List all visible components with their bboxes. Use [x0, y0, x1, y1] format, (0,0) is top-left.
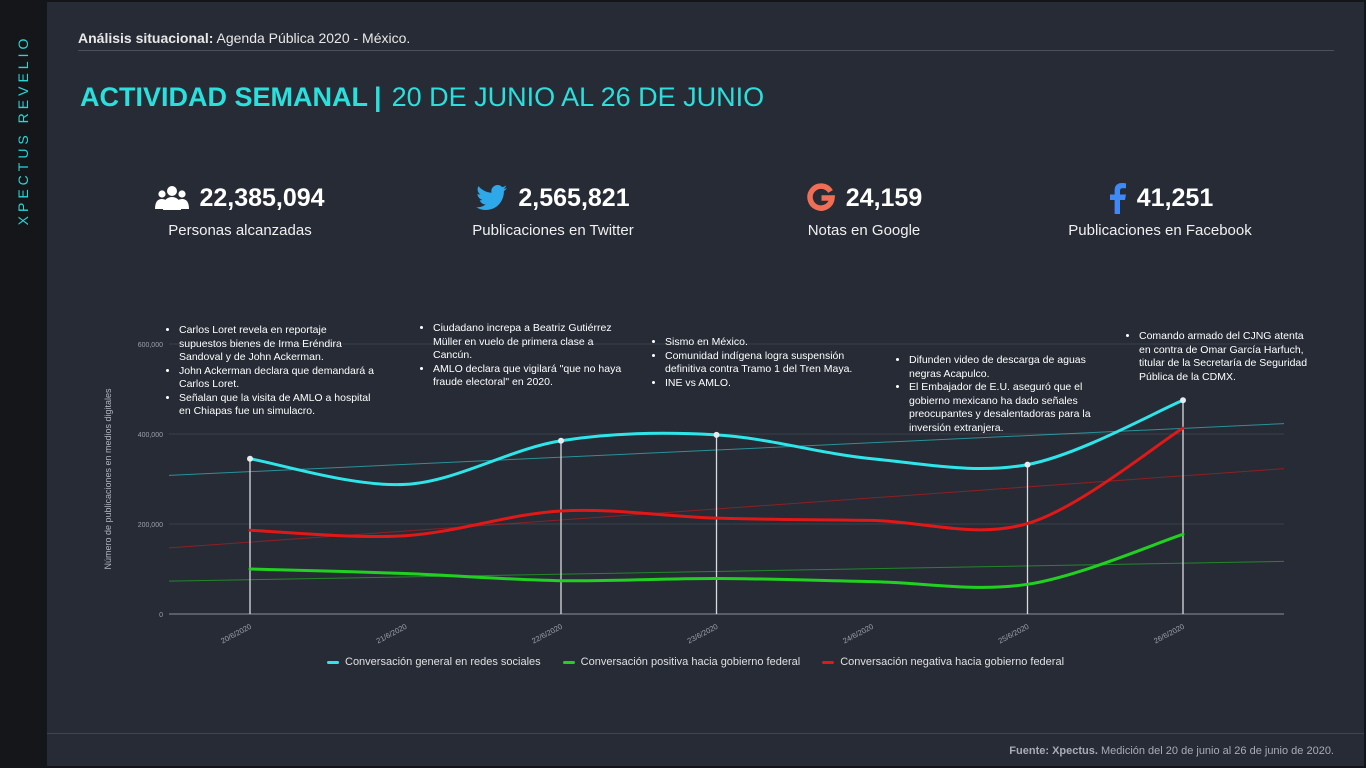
- legend-item: Conversación negativa hacia gobierno fed…: [822, 656, 1064, 668]
- legend-swatch: [562, 660, 575, 664]
- kpi-value: 2,565,821: [518, 183, 630, 212]
- kpi-value: 22,385,094: [199, 183, 325, 212]
- kpi-value: 41,251: [1136, 183, 1214, 212]
- brand-label: XPECTUS REVELIO: [15, 34, 31, 226]
- footer-divider: [47, 733, 1364, 734]
- y-axis-label: Número de publicaciones en medios digita…: [103, 388, 113, 570]
- footer-rest: Medición del 20 de junio al 26 de junio …: [1097, 745, 1334, 757]
- series-line-positive: [248, 532, 1185, 589]
- annotation-4: Difunden video de descarga de aguas negr…: [897, 354, 1109, 435]
- annotation-item: Comunidad indígena logra suspensión defi…: [665, 350, 878, 377]
- data-point: [558, 437, 564, 444]
- data-point: [247, 455, 253, 462]
- kpi-google: 24,159 Notas en Google: [734, 178, 994, 239]
- annotation-3: Sismo en México. Comunidad indígena logr…: [653, 336, 878, 390]
- data-point: [713, 431, 720, 438]
- x-tick-label: 20/6/2020: [219, 622, 253, 646]
- annotation-item: AMLO declara que vigilará "que no haya f…: [433, 363, 631, 390]
- data-point: [1180, 397, 1186, 404]
- annotation-item: Sismo en México.: [665, 336, 878, 350]
- kpi-reach: 22,385,094 Personas alcanzadas: [110, 178, 370, 239]
- annotation-2: Ciudadano increpa a Beatriz Gutiérrez Mü…: [421, 322, 631, 390]
- y-tick-label: 600,000: [138, 342, 163, 349]
- annotation-item: INE vs AMLO.: [665, 377, 878, 391]
- trendline: [168, 423, 1285, 476]
- kpi-label: Publicaciones en Facebook: [1068, 222, 1252, 239]
- line-chart: 0 200,000 400,000 600,000 Número de publicac…: [103, 342, 1285, 646]
- kpi-value: 24,159: [845, 183, 923, 212]
- annotation-item: Señalan que la visita de AMLO a hospital…: [179, 392, 377, 419]
- annotation-5: Comando armado del CJNG atenta en contra…: [1127, 330, 1309, 384]
- legend-item: Conversación general en redes sociales: [327, 656, 541, 668]
- y-tick-label: 0: [159, 612, 163, 619]
- subtitle-bold: Análisis situacional:: [78, 30, 214, 46]
- footer-source: Fuente: Xpectus. Medición del 20 de juni…: [1009, 745, 1334, 757]
- google-icon: [807, 183, 835, 211]
- annotation-item: Carlos Loret revela en reportaje supuest…: [179, 324, 377, 365]
- footer-bold: Fuente: Xpectus.: [1009, 745, 1098, 757]
- header-divider: [78, 50, 1334, 51]
- title-range: 20 DE JUNIO AL 26 DE JUNIO: [391, 82, 765, 112]
- kpi-label: Personas alcanzadas: [168, 222, 312, 239]
- x-tick-label: 25/6/2020: [997, 622, 1031, 646]
- legend-label: Conversación positiva hacia gobierno fed…: [580, 656, 801, 668]
- legend-swatch: [822, 660, 835, 664]
- x-tick-label: 23/6/2020: [686, 622, 720, 646]
- sidebar: XPECTUS REVELIO: [0, 0, 47, 768]
- facebook-icon: [1109, 183, 1126, 214]
- y-tick-label: 200,000: [138, 522, 163, 529]
- x-tick-label: 21/6/2020: [375, 622, 409, 646]
- legend-swatch: [327, 660, 339, 664]
- subtitle: Análisis situacional: Agenda Pública 202…: [78, 30, 410, 46]
- annotation-item: Difunden video de descarga de aguas negr…: [909, 354, 1109, 381]
- annotation-item: El Embajador de E.U. aseguró que el gobi…: [909, 381, 1109, 435]
- legend-label: Conversación general en redes sociales: [345, 656, 541, 668]
- annotation-1: Carlos Loret revela en reportaje supuest…: [167, 324, 377, 419]
- series-line-negative: [248, 426, 1185, 538]
- kpi-label: Notas en Google: [807, 222, 921, 239]
- legend-item: Conversación positiva hacia gobierno fed…: [562, 656, 801, 668]
- annotation-item: Ciudadano increpa a Beatriz Gutiérrez Mü…: [433, 322, 631, 363]
- data-point: [1024, 461, 1031, 468]
- subtitle-rest: Agenda Pública 2020 - México.: [213, 30, 411, 46]
- x-tick-label: 24/6/2020: [841, 622, 875, 646]
- x-tick-label: 26/6/2020: [1152, 622, 1186, 646]
- kpi-label: Publicaciones en Twitter: [472, 222, 634, 239]
- kpi-twitter: 2,565,821 Publicaciones en Twitter: [423, 178, 683, 240]
- title-separator: |: [374, 82, 382, 112]
- y-tick-label: 400,000: [138, 432, 163, 439]
- kpi-facebook: 41,251 Publicaciones en Facebook: [1030, 178, 1290, 239]
- main-panel: Análisis situacional: Agenda Pública 202…: [47, 2, 1364, 766]
- title-bold: ACTIVIDAD SEMANAL: [80, 82, 368, 112]
- annotation-item: Comando armado del CJNG atenta en contra…: [1139, 330, 1309, 384]
- annotation-item: John Ackerman declara que demandará a Ca…: [179, 365, 377, 392]
- twitter-icon: [476, 185, 508, 210]
- people-icon: [155, 186, 190, 210]
- x-tick-label: 22/6/2020: [530, 622, 564, 646]
- legend-label: Conversación negativa hacia gobierno fed…: [840, 656, 1065, 668]
- chart-legend: Conversación general en redes sociales C…: [327, 656, 1064, 668]
- page-title: ACTIVIDAD SEMANAL | 20 DE JUNIO AL 26 DE J…: [80, 82, 764, 113]
